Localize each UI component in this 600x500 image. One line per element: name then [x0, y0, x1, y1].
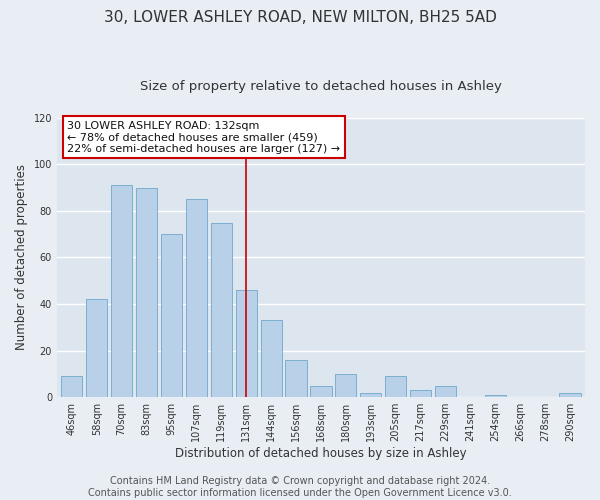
Bar: [410, 390, 431, 397]
Bar: [435, 386, 456, 397]
Bar: [86, 300, 107, 397]
Text: Contains HM Land Registry data © Crown copyright and database right 2024.
Contai: Contains HM Land Registry data © Crown c…: [88, 476, 512, 498]
Bar: [61, 376, 82, 397]
Bar: [260, 320, 282, 397]
Bar: [360, 392, 382, 397]
Bar: [310, 386, 332, 397]
Bar: [236, 290, 257, 397]
Bar: [335, 374, 356, 397]
Title: Size of property relative to detached houses in Ashley: Size of property relative to detached ho…: [140, 80, 502, 93]
Text: 30 LOWER ASHLEY ROAD: 132sqm
← 78% of detached houses are smaller (459)
22% of s: 30 LOWER ASHLEY ROAD: 132sqm ← 78% of de…: [67, 120, 341, 154]
Bar: [211, 222, 232, 397]
Y-axis label: Number of detached properties: Number of detached properties: [15, 164, 28, 350]
Bar: [161, 234, 182, 397]
Bar: [286, 360, 307, 397]
Bar: [186, 200, 207, 397]
Bar: [111, 186, 132, 397]
X-axis label: Distribution of detached houses by size in Ashley: Distribution of detached houses by size …: [175, 447, 467, 460]
Bar: [485, 395, 506, 397]
Bar: [385, 376, 406, 397]
Bar: [136, 188, 157, 397]
Bar: [559, 392, 581, 397]
Text: 30, LOWER ASHLEY ROAD, NEW MILTON, BH25 5AD: 30, LOWER ASHLEY ROAD, NEW MILTON, BH25 …: [104, 10, 496, 25]
